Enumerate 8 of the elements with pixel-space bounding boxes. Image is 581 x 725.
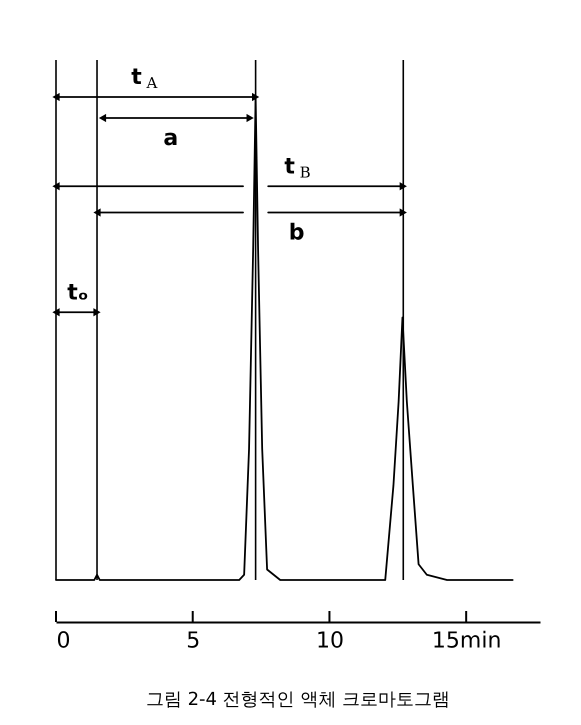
x-tick-label: 15min bbox=[432, 628, 502, 654]
annotation: b bbox=[288, 220, 305, 246]
annotation: a bbox=[163, 126, 178, 151]
x-tick-label: 0 bbox=[56, 628, 70, 654]
annotation: tₒ bbox=[67, 280, 88, 306]
x-tick-label: 10 bbox=[316, 628, 344, 654]
x-tick-label: 5 bbox=[186, 628, 200, 654]
text: 그림 2-4 전형적인 액체 크로마토그램 bbox=[146, 689, 450, 710]
